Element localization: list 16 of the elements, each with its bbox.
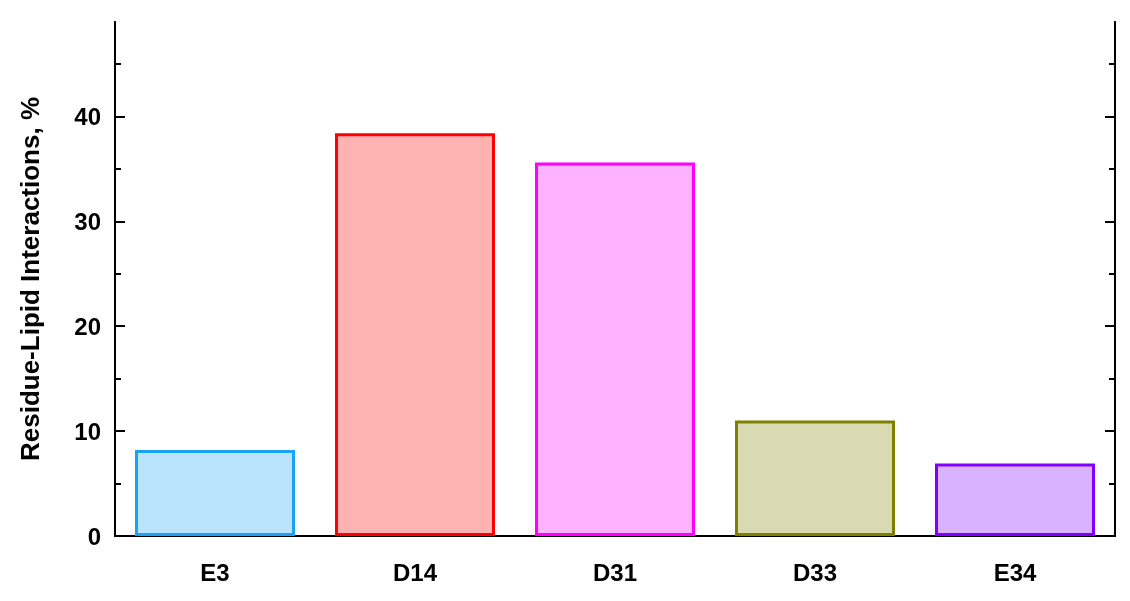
y-tick-label: 10 [74, 417, 101, 445]
bar [535, 162, 695, 536]
y-tick-label: 40 [74, 102, 101, 130]
x-tick-label: E34 [993, 558, 1037, 586]
y-axis-title: Residue-Lipid Interactions, % [15, 96, 45, 462]
bar [935, 463, 1095, 536]
y-tick-label: 30 [74, 207, 101, 235]
bar [335, 133, 495, 536]
x-tick-label: D31 [592, 558, 638, 586]
y-tick-label: 0 [87, 522, 101, 550]
x-tick-label: D33 [792, 558, 838, 586]
bar [135, 449, 295, 536]
x-tick-label: E3 [200, 558, 230, 586]
y-tick-label: 20 [74, 312, 101, 340]
bar [735, 420, 895, 536]
x-tick-label: D14 [392, 558, 438, 586]
